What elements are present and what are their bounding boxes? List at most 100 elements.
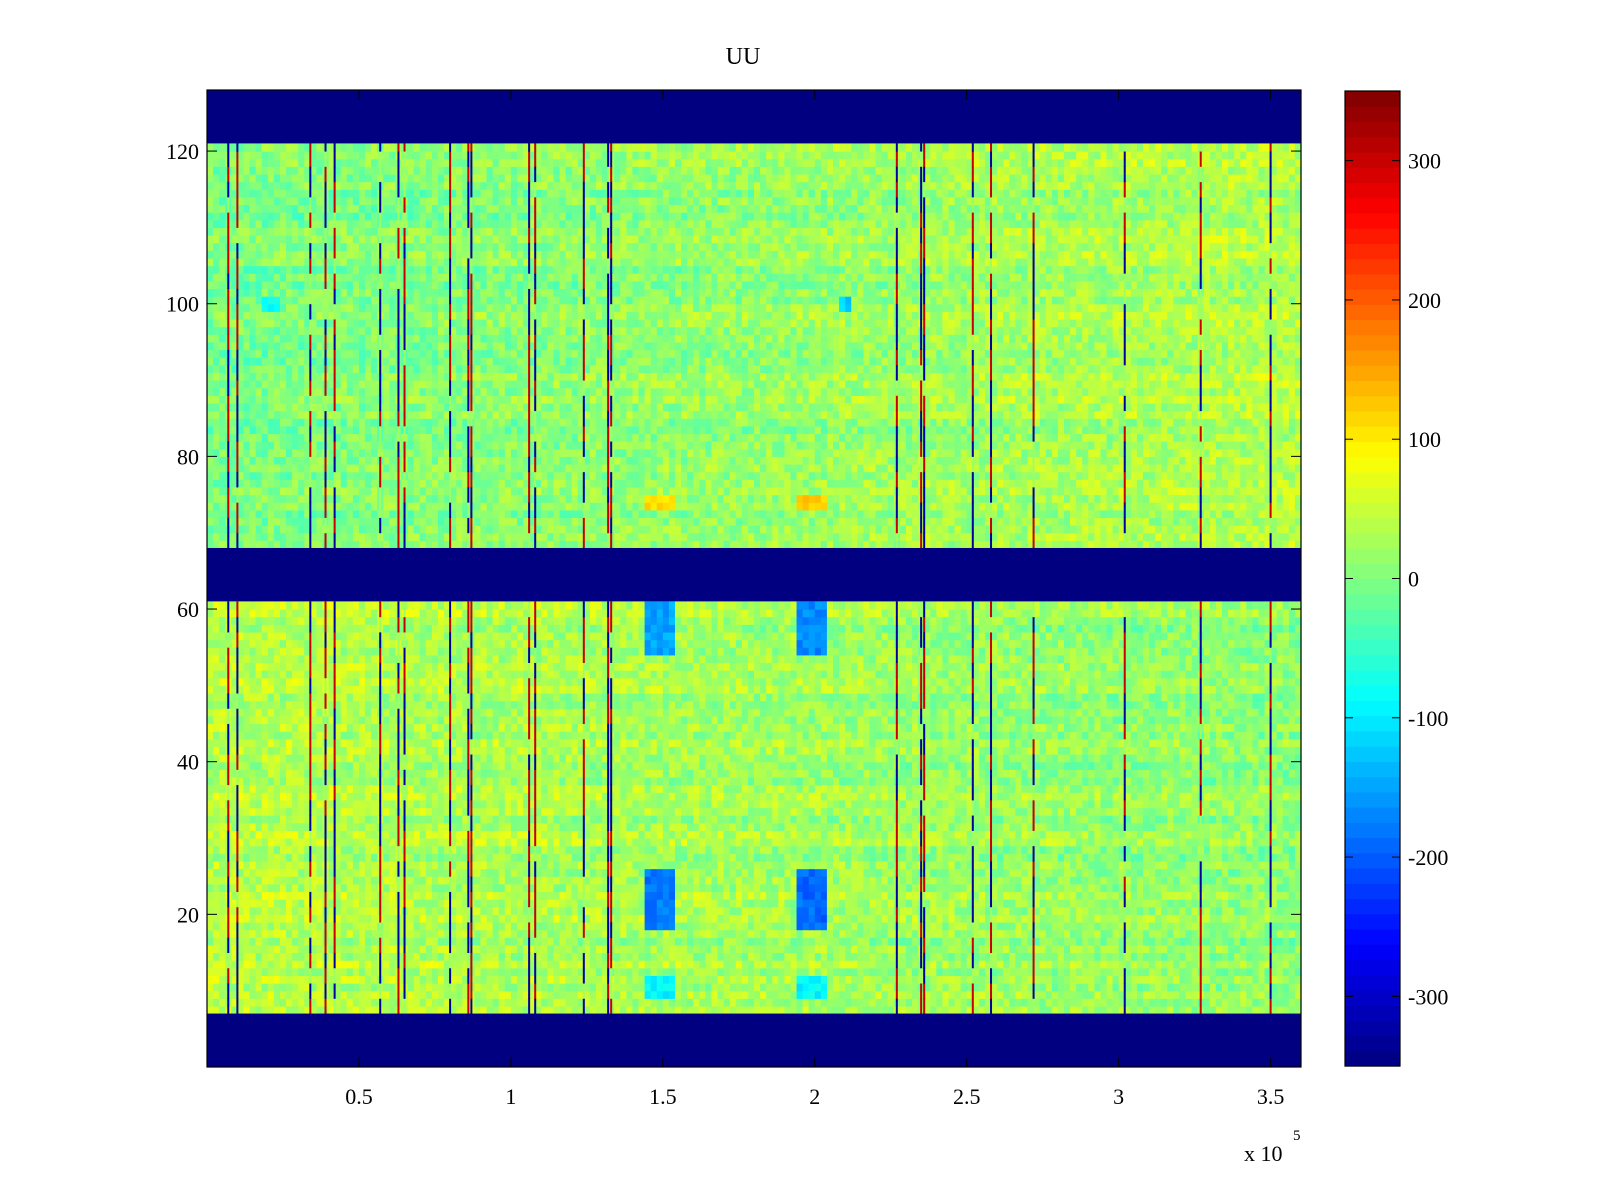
heatmap-cell: [905, 395, 913, 404]
heatmap-cell: [1282, 410, 1290, 419]
heatmap-cell: [881, 494, 889, 503]
heatmap-cell: [1149, 433, 1156, 442]
heatmap-cell: [784, 456, 792, 465]
heatmap-cell: [790, 525, 798, 534]
heatmap-cell: [814, 441, 822, 450]
heatmap-cell: [316, 525, 324, 534]
heatmap-cell: [693, 380, 700, 389]
heatmap-cell: [583, 525, 591, 534]
heatmap-cell: [1246, 433, 1253, 442]
heatmap-cell: [997, 380, 1004, 389]
heatmap-cell: [1015, 349, 1023, 358]
heatmap-cell: [1009, 456, 1016, 465]
heatmap-cell: [231, 357, 238, 366]
heatmap-cell: [602, 372, 609, 381]
heatmap-cell: [407, 517, 415, 526]
heatmap-cell: [899, 448, 907, 457]
heatmap-cell: [984, 402, 992, 412]
heatmap-cell: [875, 486, 883, 496]
heatmap-cell: [1240, 364, 1247, 374]
heatmap-cell: [656, 509, 664, 519]
heatmap-cell: [1057, 509, 1065, 519]
heatmap-cell: [1027, 479, 1035, 488]
heatmap-cell: [444, 387, 451, 396]
heatmap-cell: [875, 410, 883, 419]
heatmap-cell: [1033, 471, 1041, 480]
heatmap-cell: [820, 402, 828, 412]
heatmap-cell: [1124, 433, 1132, 442]
heatmap-cell: [413, 494, 421, 503]
heatmap-cell: [1270, 410, 1278, 419]
heatmap-cell: [747, 357, 755, 366]
heatmap-cell: [681, 410, 688, 419]
heatmap-cell: [1142, 502, 1150, 511]
heatmap-cell: [754, 456, 761, 465]
heatmap-cell: [1234, 387, 1241, 396]
heatmap-cell: [480, 441, 488, 450]
heatmap-cell: [425, 456, 433, 465]
heatmap-cell: [1252, 402, 1260, 412]
heatmap-cell: [705, 380, 713, 389]
heatmap-cell: [1209, 364, 1217, 374]
heatmap-cell: [541, 540, 548, 549]
heatmap-cell: [656, 502, 664, 511]
heatmap-cell: [413, 395, 421, 404]
heatmap-cell: [1221, 410, 1229, 419]
heatmap-cell: [1070, 418, 1077, 427]
heatmap-cell: [595, 372, 603, 381]
heatmap-cell: [1045, 509, 1053, 519]
heatmap-cell: [1112, 532, 1120, 541]
heatmap-cell: [1167, 441, 1174, 450]
heatmap-cell: [984, 425, 992, 435]
heatmap-cell: [602, 380, 609, 389]
heatmap-cell: [571, 372, 579, 381]
heatmap-cell: [310, 402, 317, 412]
heatmap-cell: [668, 502, 676, 511]
heatmap-cell: [638, 540, 646, 549]
heatmap-cell: [425, 433, 433, 442]
heatmap-cell: [310, 479, 317, 488]
heatmap-cell: [1070, 448, 1077, 457]
heatmap-cell: [845, 471, 852, 480]
heatmap-cell: [231, 479, 238, 488]
heatmap-cell: [905, 364, 913, 374]
heatmap-cell: [444, 433, 451, 442]
heatmap-cell: [304, 433, 311, 442]
heatmap-cell: [1191, 456, 1199, 465]
heatmap-cell: [796, 532, 804, 541]
heatmap-cell: [1082, 402, 1089, 412]
heatmap-cell: [1258, 395, 1266, 404]
heatmap-cell: [912, 349, 919, 358]
heatmap-cell: [261, 334, 269, 343]
heatmap-cell: [261, 509, 269, 519]
heatmap-cell: [431, 540, 439, 549]
heatmap-cell: [1167, 425, 1174, 435]
heatmap-cell: [1221, 395, 1229, 404]
heatmap-cell: [1106, 418, 1114, 427]
heatmap-cell: [407, 341, 415, 351]
heatmap-cell: [383, 425, 390, 435]
heatmap-cell: [857, 486, 864, 496]
heatmap-cell: [1270, 387, 1278, 396]
heatmap-cell: [1264, 494, 1272, 503]
heatmap-cell: [1203, 425, 1211, 435]
heatmap-cell: [1015, 334, 1023, 343]
heatmap-cell: [267, 410, 275, 419]
heatmap-cell: [1142, 525, 1150, 534]
heatmap-cell: [389, 448, 397, 457]
heatmap-cell: [261, 471, 269, 480]
heatmap-cell: [541, 380, 548, 389]
heatmap-cell: [462, 380, 469, 389]
heatmap-cell: [741, 456, 749, 465]
heatmap-cell: [1282, 425, 1290, 435]
heatmap-cell: [833, 395, 840, 404]
heatmap-cell: [358, 502, 366, 511]
heatmap-cell: [1033, 364, 1041, 374]
heatmap-cell: [1246, 418, 1253, 427]
heatmap-cell: [450, 441, 457, 450]
heatmap-cell: [213, 456, 220, 465]
heatmap-cell: [1130, 486, 1138, 496]
heatmap-cell: [1276, 509, 1284, 519]
heatmap-cell: [437, 380, 445, 389]
heatmap-cell: [796, 540, 804, 549]
